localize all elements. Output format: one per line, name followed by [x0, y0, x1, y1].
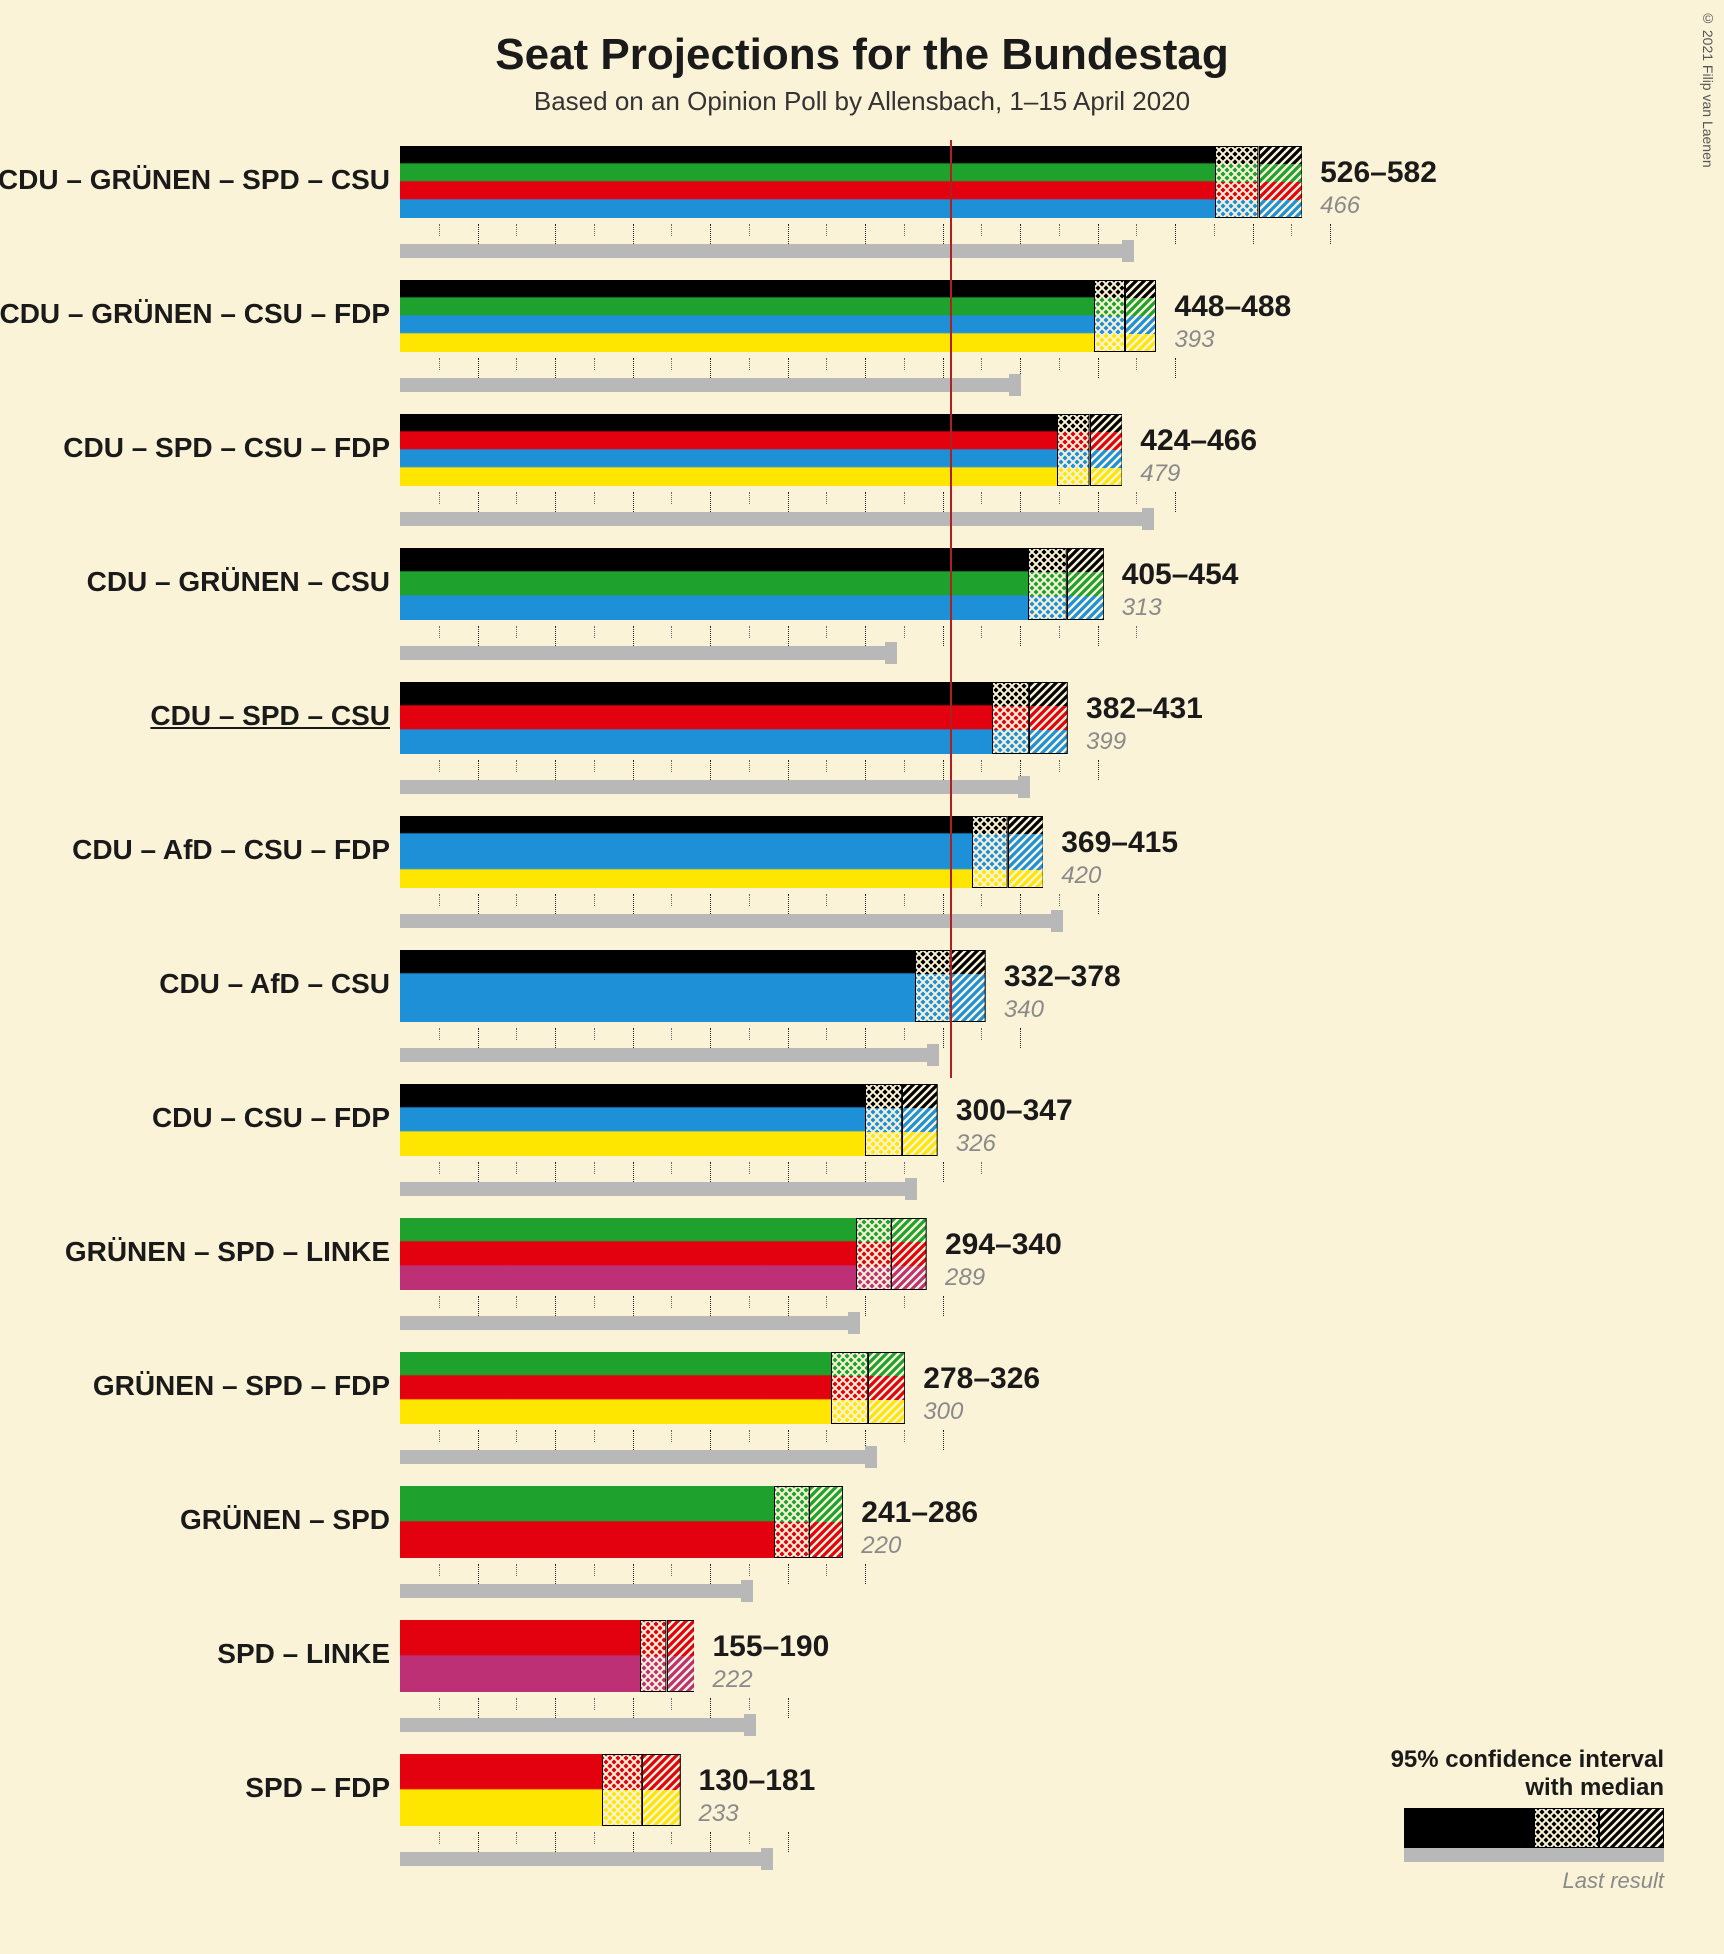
coalition-bar	[400, 950, 915, 1022]
range-label: 155–190	[713, 1630, 830, 1664]
last-result-bar	[400, 1450, 865, 1464]
chart-title: Seat Projections for the Bundestag	[0, 0, 1724, 80]
last-result-bar	[400, 1718, 744, 1732]
last-result-bar	[400, 1852, 761, 1866]
last-result-label: 220	[861, 1532, 901, 1560]
coalition-label: GRÜNEN – SPD	[180, 1504, 390, 1536]
last-result-label: 420	[1061, 862, 1101, 890]
coalition-bar	[400, 1620, 640, 1692]
last-result-bar	[400, 1316, 848, 1330]
coalition-label: CDU – GRÜNEN – CSU	[87, 566, 390, 598]
last-result-label: 479	[1140, 460, 1180, 488]
coalition-label: CDU – SPD – CSU	[150, 700, 390, 732]
last-result-bar	[400, 914, 1051, 928]
coalition-bar	[400, 280, 1094, 352]
coalition-row: CDU – AfD – CSU – FDP 369–415420	[0, 810, 1724, 940]
coalition-label: CDU – GRÜNEN – CSU – FDP	[0, 298, 390, 330]
coalition-row: GRÜNEN – SPD – LINKE 294–340289	[0, 1212, 1724, 1342]
coalition-bar	[400, 1084, 865, 1156]
coalition-label: CDU – AfD – CSU – FDP	[72, 834, 390, 866]
coalition-row: CDU – GRÜNEN – CSU 405–454313	[0, 542, 1724, 672]
last-result-label: 233	[699, 1800, 739, 1828]
coalition-label: SPD – FDP	[245, 1772, 390, 1804]
coalition-label: SPD – LINKE	[217, 1638, 390, 1670]
range-label: 369–415	[1061, 826, 1178, 860]
last-result-bar	[400, 1182, 905, 1196]
page: Seat Projections for the Bundestag Based…	[0, 0, 1724, 1954]
coalition-row: CDU – CSU – FDP 300–347326	[0, 1078, 1724, 1208]
coalition-row: CDU – SPD – CSU – FDP 424–466479	[0, 408, 1724, 538]
coalition-row: GRÜNEN – SPD 241–286220	[0, 1480, 1724, 1610]
chart-subtitle: Based on an Opinion Poll by Allensbach, …	[0, 86, 1724, 117]
coalition-bar	[400, 816, 972, 888]
last-result-label: 300	[923, 1398, 963, 1426]
coalition-label: GRÜNEN – SPD – FDP	[93, 1370, 390, 1402]
range-label: 405–454	[1122, 558, 1239, 592]
last-result-label: 222	[713, 1666, 753, 1694]
last-result-bar	[400, 378, 1009, 392]
coalition-label: CDU – SPD – CSU – FDP	[63, 432, 390, 464]
legend-last-label: Last result	[1391, 1868, 1664, 1894]
last-result-bar	[400, 646, 885, 660]
coalition-bar	[400, 682, 992, 754]
last-result-label: 393	[1174, 326, 1214, 354]
range-label: 526–582	[1320, 156, 1437, 190]
coalition-row: CDU – GRÜNEN – SPD – CSU 526–582466	[0, 140, 1724, 270]
range-label: 448–488	[1174, 290, 1291, 324]
coalition-bar	[400, 1754, 602, 1826]
last-result-label: 466	[1320, 192, 1360, 220]
coalition-bar	[400, 548, 1028, 620]
legend: 95% confidence interval with median Last…	[1391, 1746, 1664, 1894]
legend-ci-label: 95% confidence interval with median	[1391, 1746, 1664, 1802]
coalition-label: CDU – CSU – FDP	[152, 1102, 390, 1134]
last-result-label: 326	[956, 1130, 996, 1158]
range-label: 294–340	[945, 1228, 1062, 1262]
range-label: 382–431	[1086, 692, 1203, 726]
range-label: 278–326	[923, 1362, 1040, 1396]
coalition-bar	[400, 1218, 856, 1290]
coalition-label: CDU – GRÜNEN – SPD – CSU	[0, 164, 390, 196]
coalition-bar	[400, 414, 1057, 486]
seat-projection-chart: CDU – GRÜNEN – SPD – CSU 526–582466CDU –…	[0, 140, 1724, 1882]
coalition-row: CDU – GRÜNEN – CSU – FDP 448–488393	[0, 274, 1724, 404]
coalition-row: GRÜNEN – SPD – FDP 278–326300	[0, 1346, 1724, 1476]
range-label: 332–378	[1004, 960, 1121, 994]
range-label: 424–466	[1140, 424, 1257, 458]
last-result-label: 313	[1122, 594, 1162, 622]
last-result-label: 399	[1086, 728, 1126, 756]
last-result-bar	[400, 780, 1018, 794]
coalition-bar	[400, 1352, 831, 1424]
last-result-bar	[400, 244, 1122, 258]
last-result-label: 289	[945, 1264, 985, 1292]
range-label: 241–286	[861, 1496, 978, 1530]
range-label: 300–347	[956, 1094, 1073, 1128]
range-label: 130–181	[699, 1764, 816, 1798]
coalition-bar	[400, 146, 1215, 218]
last-result-bar	[400, 1048, 927, 1062]
legend-last-bar	[1404, 1848, 1664, 1862]
last-result-label: 340	[1004, 996, 1044, 1024]
coalition-row: CDU – AfD – CSU 332–378340	[0, 944, 1724, 1074]
coalition-bar	[400, 1486, 774, 1558]
majority-line	[950, 140, 952, 1078]
coalition-label: CDU – AfD – CSU	[159, 968, 390, 1000]
coalition-row: CDU – SPD – CSU 382–431399	[0, 676, 1724, 806]
legend-ci-bar	[1404, 1808, 1664, 1848]
last-result-bar	[400, 1584, 741, 1598]
coalition-row: SPD – LINKE 155–190222	[0, 1614, 1724, 1744]
coalition-label: GRÜNEN – SPD – LINKE	[65, 1236, 390, 1268]
last-result-bar	[400, 512, 1142, 526]
